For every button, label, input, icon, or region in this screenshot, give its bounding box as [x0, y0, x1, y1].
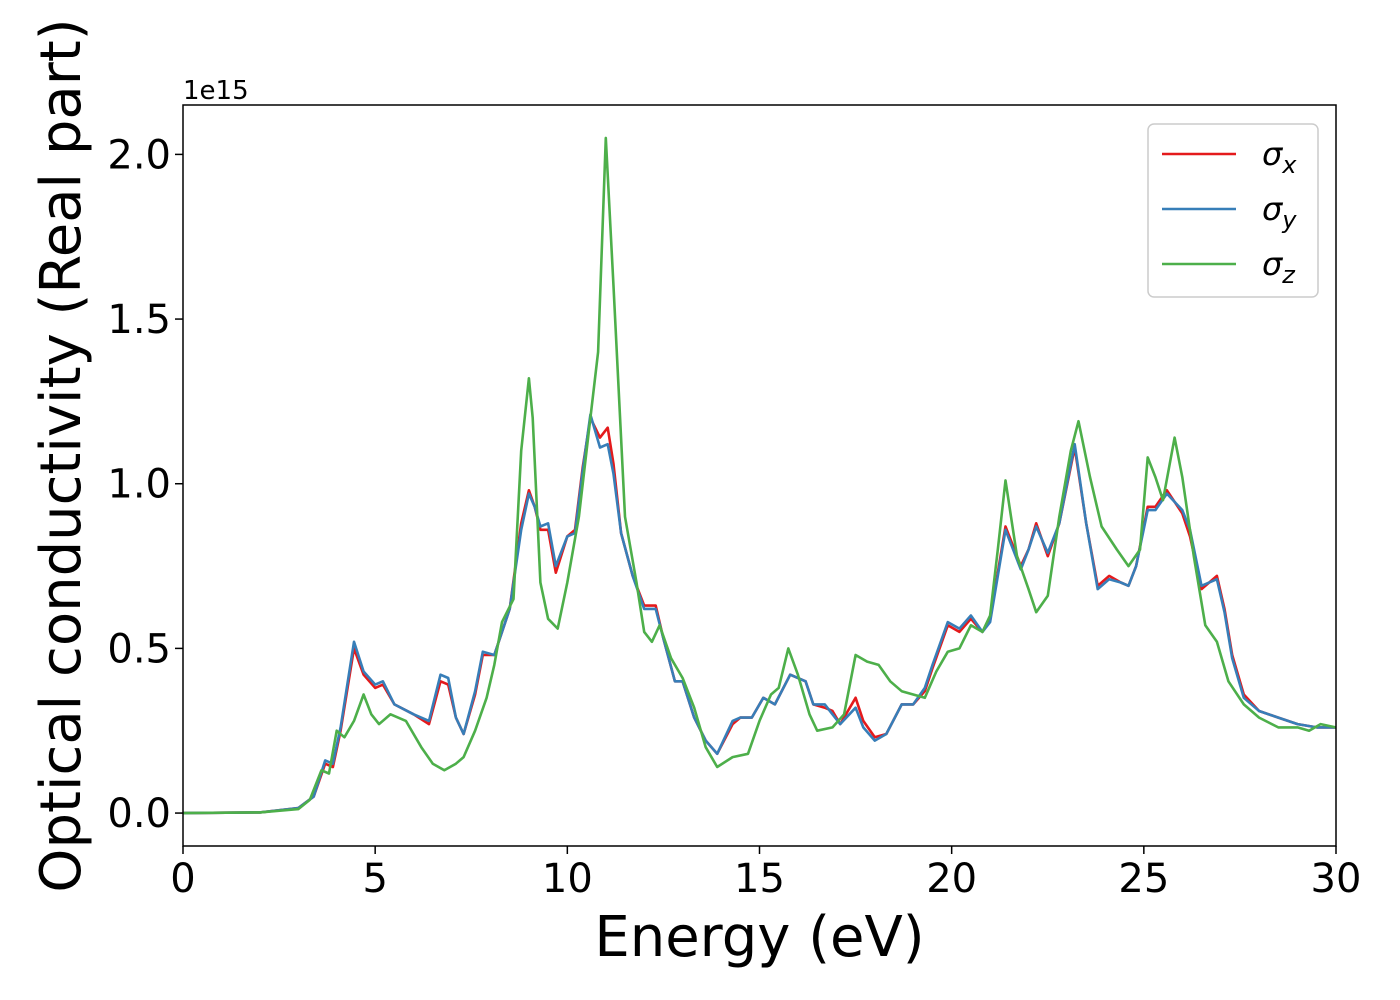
y-tick-label: 0.0 — [107, 791, 171, 837]
x-axis-label: Energy (eV) — [594, 905, 924, 970]
legend-label-z: σz — [1262, 245, 1296, 289]
x-tick-label: 0 — [170, 856, 195, 902]
series-line-y — [183, 413, 1336, 815]
y-tick-label: 1.0 — [107, 462, 171, 508]
x-tick-label: 10 — [542, 856, 593, 902]
y-offset-label: 1e15 — [183, 76, 249, 106]
y-tick-label: 1.5 — [107, 297, 171, 343]
legend-label-x: σx — [1262, 135, 1297, 179]
legend: σx σy σz — [1147, 123, 1319, 298]
y-axis-label: Optical conductivity (Real part) — [29, 18, 94, 892]
x-tick-label: 30 — [1311, 856, 1362, 902]
legend-box — [1147, 123, 1319, 298]
x-tick-label: 25 — [1118, 856, 1169, 902]
x-tick-label: 20 — [926, 856, 977, 902]
y-tick-label: 0.5 — [107, 626, 171, 672]
series-lines — [183, 136, 1336, 815]
series-line-z — [183, 136, 1336, 815]
x-tick-label: 5 — [362, 856, 387, 902]
x-axis-ticks: 0 5 10 15 20 25 30 — [170, 846, 1361, 902]
y-axis-ticks: 0.0 0.5 1.0 1.5 2.0 — [107, 132, 183, 837]
legend-label-y: σy — [1262, 190, 1297, 234]
y-tick-label: 2.0 — [107, 132, 171, 178]
x-tick-label: 15 — [734, 856, 785, 902]
